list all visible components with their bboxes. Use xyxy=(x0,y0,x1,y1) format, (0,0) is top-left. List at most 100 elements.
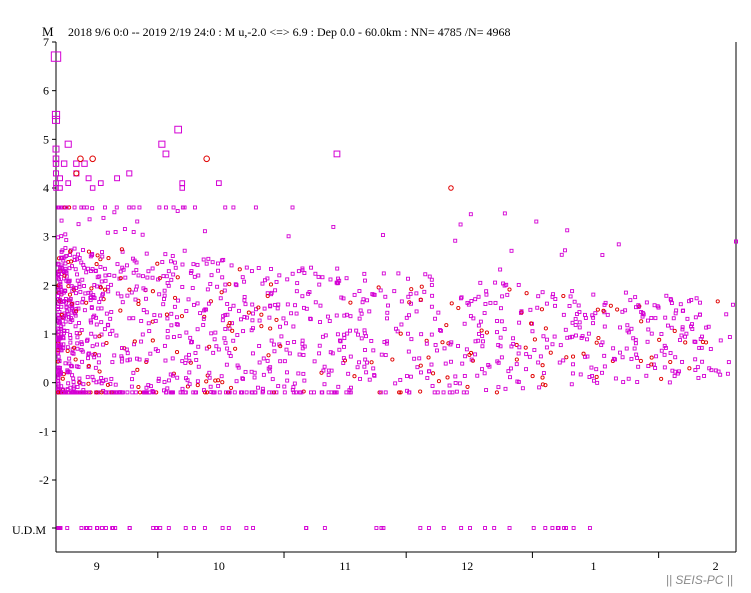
event-marker xyxy=(103,390,108,395)
event-marker xyxy=(86,352,91,357)
event-marker xyxy=(292,340,297,344)
event-marker xyxy=(672,328,677,333)
event-marker xyxy=(69,259,74,264)
event-marker xyxy=(495,359,500,364)
udm-event-marker xyxy=(571,526,576,530)
event-marker xyxy=(536,294,541,299)
event-marker xyxy=(207,375,212,380)
event-marker xyxy=(511,341,516,346)
event-marker xyxy=(271,342,276,347)
event-marker xyxy=(301,371,306,376)
udm-label: U.D.M xyxy=(12,523,46,537)
event-marker xyxy=(183,360,188,365)
event-marker xyxy=(442,346,447,351)
event-marker xyxy=(173,265,178,270)
event-marker xyxy=(621,380,626,385)
event-marker xyxy=(211,390,216,395)
event-marker xyxy=(265,358,270,363)
event-marker xyxy=(63,261,68,266)
event-marker xyxy=(196,364,201,369)
event-marker xyxy=(162,388,166,393)
event-marker xyxy=(56,275,60,280)
event-marker xyxy=(180,285,185,289)
event-marker xyxy=(436,310,441,315)
event-marker xyxy=(662,352,667,357)
event-marker xyxy=(118,276,123,281)
event-marker xyxy=(468,212,473,217)
event-marker xyxy=(427,274,432,279)
event-marker xyxy=(235,333,240,337)
event-marker xyxy=(418,389,423,394)
event-marker xyxy=(76,222,81,227)
event-marker xyxy=(369,360,374,365)
event-marker xyxy=(131,256,135,261)
event-marker xyxy=(561,312,566,317)
event-marker xyxy=(697,345,702,350)
event-marker xyxy=(408,374,413,379)
event-marker xyxy=(59,218,64,223)
event-marker xyxy=(718,372,723,377)
event-marker xyxy=(611,356,616,361)
event-marker xyxy=(150,289,155,294)
event-square-marker xyxy=(114,175,121,182)
event-marker xyxy=(80,300,85,305)
event-marker xyxy=(281,316,286,321)
event-marker xyxy=(70,264,74,269)
event-marker xyxy=(190,339,194,344)
event-marker xyxy=(96,353,101,358)
event-marker xyxy=(302,271,307,275)
event-marker xyxy=(193,390,198,395)
event-marker xyxy=(495,319,499,323)
event-marker xyxy=(462,374,467,378)
event-marker xyxy=(211,350,216,355)
event-marker xyxy=(285,341,290,345)
event-marker xyxy=(294,311,299,316)
event-marker xyxy=(184,355,189,360)
event-marker xyxy=(503,386,508,391)
event-marker xyxy=(220,275,225,280)
event-marker xyxy=(363,348,367,352)
event-marker xyxy=(202,388,206,393)
event-marker xyxy=(267,369,272,374)
event-marker xyxy=(484,292,489,297)
event-marker xyxy=(583,312,587,317)
event-marker xyxy=(76,252,80,257)
event-marker xyxy=(383,353,388,358)
event-marker xyxy=(183,390,188,395)
event-square-marker xyxy=(162,150,170,158)
event-marker xyxy=(206,256,211,261)
event-marker xyxy=(524,291,529,296)
event-marker xyxy=(147,390,152,395)
event-marker xyxy=(364,334,369,339)
event-marker xyxy=(164,274,169,279)
event-marker xyxy=(440,340,445,345)
event-marker xyxy=(344,312,349,317)
event-marker xyxy=(162,297,166,301)
event-marker xyxy=(488,300,493,305)
event-marker xyxy=(145,275,150,280)
event-marker xyxy=(680,327,685,332)
event-marker xyxy=(90,344,95,349)
event-marker xyxy=(97,300,102,304)
udm-event-marker xyxy=(158,526,163,530)
event-marker xyxy=(57,358,62,363)
event-marker xyxy=(338,339,343,344)
event-marker xyxy=(285,378,290,383)
event-marker xyxy=(107,273,112,278)
event-marker xyxy=(215,284,220,289)
event-marker xyxy=(96,306,101,311)
event-marker xyxy=(91,293,96,297)
event-marker xyxy=(144,296,148,301)
event-marker xyxy=(479,328,484,333)
event-marker xyxy=(94,322,99,327)
event-square-marker xyxy=(174,125,182,134)
event-marker xyxy=(727,335,732,339)
event-marker xyxy=(463,354,468,359)
y-tick-label: 1 xyxy=(43,327,49,341)
event-marker xyxy=(515,379,520,384)
event-marker xyxy=(75,335,80,340)
event-marker xyxy=(174,322,179,327)
event-marker xyxy=(397,390,402,395)
udm-event-marker xyxy=(110,526,115,530)
event-marker xyxy=(469,357,474,362)
